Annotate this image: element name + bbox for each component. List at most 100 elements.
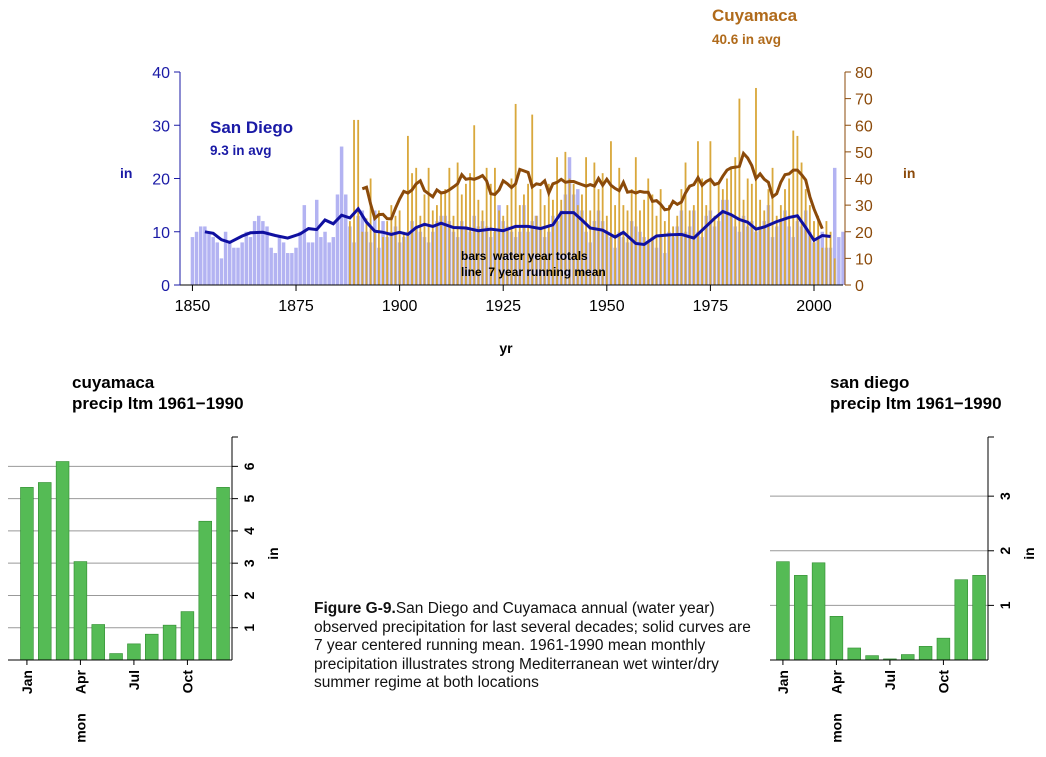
cuyamaca-bar [593,162,596,285]
cuyamaca-monthly-title-line1: cuyamaca [72,373,155,392]
month-bar [145,633,159,661]
right-y-tick-label: 20 [855,225,873,242]
month-x-axis-label: mon [828,713,844,743]
right-y-tick-label: 50 [855,145,873,162]
month-bar [216,487,230,661]
cuyamaca-bar [589,210,592,285]
san-diego-bar [232,247,236,285]
cuyamaca-bar [829,231,832,285]
cuyamaca-bar [713,215,716,285]
cuyamaca-bar [382,237,384,285]
annual-axes: 1850 1875 1900 1925 1950 1975 2000 0 10 20 30 40 0 10… [152,65,873,315]
month-bar [776,561,790,661]
cuyamaca-bar [630,189,633,285]
month-x-tick-label: Jan [19,670,35,694]
x-tick-label: 1875 [278,298,314,315]
cuyamaca-bar [647,178,650,285]
month-x-tick-label: Oct [935,670,951,694]
cuyamaca-bar [552,199,554,285]
san-diego-bar [207,231,211,285]
left-axis-label: in [120,165,132,181]
month-bar [198,520,212,661]
cuyamaca-bar [721,189,724,285]
month-bar [162,624,177,661]
cuyamaca-bar [808,205,811,285]
cuyamaca-bar [576,205,579,285]
x-tick-label: 1900 [382,298,418,315]
month-bar [180,611,195,661]
month-bar [55,461,70,661]
month-x-tick-label: Apr [828,669,844,694]
cuyamaca-bar [518,205,521,285]
cuyamaca-bar [398,210,401,285]
cuyamaca-bar [390,205,393,285]
cuyamaca-bar [353,119,355,285]
cuyamaca-bar [477,199,480,285]
cuyamaca-bar [572,183,575,285]
cuyamaca-bar [738,98,741,285]
cuyamaca-bar [672,226,675,285]
cuyamaca-bar [523,194,525,285]
cuyamaca-bar [527,183,529,285]
legend-note-line: line 7 year running mean [461,265,606,279]
san-diego-bar [261,221,265,285]
cuyamaca-bar [750,183,753,285]
cuyamaca-bar [655,215,658,285]
month-y-tick-label: 3 [997,492,1013,500]
month-bar [972,575,986,661]
san-diego-monthly-title-line2: precip ltm 1961−1990 [830,394,1002,413]
cuyamaca-bar [726,178,728,285]
san-diego-bar [302,205,307,285]
cuyamaca-bar [755,87,757,285]
cuyamaca-bar [481,210,484,285]
san-diego-bar [281,242,286,285]
san-diego-bar [244,231,249,285]
cuyamaca-bar [825,221,828,285]
right-y-tick-label: 80 [855,65,873,82]
month-bar [127,643,141,661]
cuyamaca-bar [813,221,815,285]
cuyamaca-bar [622,205,625,285]
san-diego-bar [335,194,340,285]
right-axis-label: in [903,165,915,181]
right-y-tick-label: 40 [855,172,873,189]
san-diego-bar [306,242,311,285]
cuyamaca-bar [709,141,712,285]
cuyamaca-bar [361,231,364,285]
san-diego-bar [298,231,302,285]
left-y-tick-label: 10 [152,225,170,242]
cuyamaca-bar [767,189,770,285]
san-diego-bar [344,194,348,285]
month-y-tick-label: 5 [241,495,257,503]
cuyamaca-bar [348,221,351,285]
cuyamaca-series-name: Cuyamaca [712,6,798,25]
month-bar [109,653,123,661]
x-tick-label: 1950 [589,298,625,315]
san-diego-bar [327,242,331,285]
cuyamaca-bar [535,215,538,285]
cuyamaca-bar [452,215,455,285]
cuyamaca-bar [614,205,617,285]
cuyamaca-bar [742,199,745,285]
san-diego-bar [290,253,294,285]
cuyamaca-bar [456,162,459,285]
cuyamaca-bar [759,199,762,285]
san-diego-bar [203,226,207,285]
san-diego-bar [265,226,269,285]
cuyamaca-bar [406,135,409,285]
san-diego-bar [310,242,315,285]
cuyamaca-bar [460,194,463,285]
cuyamaca-bar [734,157,737,285]
month-y-tick-label: 3 [241,559,257,567]
right-y-tick-label: 70 [855,92,873,109]
cuyamaca-bar [626,210,629,285]
month-x-tick-label: Apr [72,669,88,694]
san-diego-bar [285,253,290,285]
san-diego-bar [277,237,282,285]
figure-caption-text: San Diego and Cuyamaca annual (water yea… [314,600,751,691]
month-bar [829,616,844,661]
cuyamaca-bar [502,215,505,285]
cuyamaca-bar [394,215,397,285]
month-bar [865,655,879,661]
month-bar [794,575,808,661]
